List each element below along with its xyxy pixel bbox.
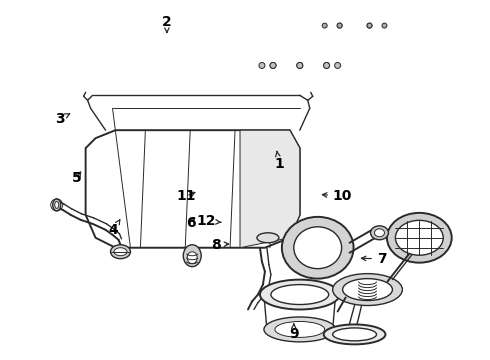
Circle shape xyxy=(323,62,330,68)
Circle shape xyxy=(337,23,342,28)
Ellipse shape xyxy=(294,227,342,269)
Ellipse shape xyxy=(111,245,130,259)
Ellipse shape xyxy=(271,285,329,305)
Ellipse shape xyxy=(395,220,443,255)
Text: 10: 10 xyxy=(322,189,352,203)
Circle shape xyxy=(323,62,330,68)
Circle shape xyxy=(367,23,372,28)
Ellipse shape xyxy=(114,248,127,256)
Ellipse shape xyxy=(264,317,336,342)
Ellipse shape xyxy=(53,199,61,211)
Text: 12: 12 xyxy=(196,214,221,228)
Circle shape xyxy=(367,23,372,28)
Ellipse shape xyxy=(183,245,201,267)
Circle shape xyxy=(382,23,387,28)
Text: 7: 7 xyxy=(362,252,387,266)
Circle shape xyxy=(337,23,342,28)
Ellipse shape xyxy=(374,229,385,237)
Ellipse shape xyxy=(55,201,59,208)
Ellipse shape xyxy=(333,328,376,341)
Text: 6: 6 xyxy=(187,216,196,230)
Text: 4: 4 xyxy=(108,220,120,237)
Polygon shape xyxy=(86,130,300,248)
Ellipse shape xyxy=(343,279,392,301)
Text: 1: 1 xyxy=(274,151,284,171)
Text: 5: 5 xyxy=(72,171,81,185)
Ellipse shape xyxy=(387,213,452,263)
Circle shape xyxy=(270,62,276,68)
Ellipse shape xyxy=(370,226,389,240)
Text: 9: 9 xyxy=(289,324,298,341)
Ellipse shape xyxy=(257,233,279,243)
Ellipse shape xyxy=(333,274,402,306)
Text: 3: 3 xyxy=(55,112,70,126)
Ellipse shape xyxy=(260,280,340,310)
Ellipse shape xyxy=(282,217,354,279)
Circle shape xyxy=(322,23,327,28)
Ellipse shape xyxy=(187,252,197,264)
Text: 11: 11 xyxy=(177,189,196,203)
Circle shape xyxy=(259,62,265,68)
Ellipse shape xyxy=(324,324,386,345)
Circle shape xyxy=(270,62,276,68)
Circle shape xyxy=(297,62,303,68)
Circle shape xyxy=(335,62,341,68)
Text: 2: 2 xyxy=(162,15,172,32)
Circle shape xyxy=(297,62,303,68)
Text: 8: 8 xyxy=(211,238,229,252)
Polygon shape xyxy=(240,130,300,248)
Ellipse shape xyxy=(275,321,325,337)
